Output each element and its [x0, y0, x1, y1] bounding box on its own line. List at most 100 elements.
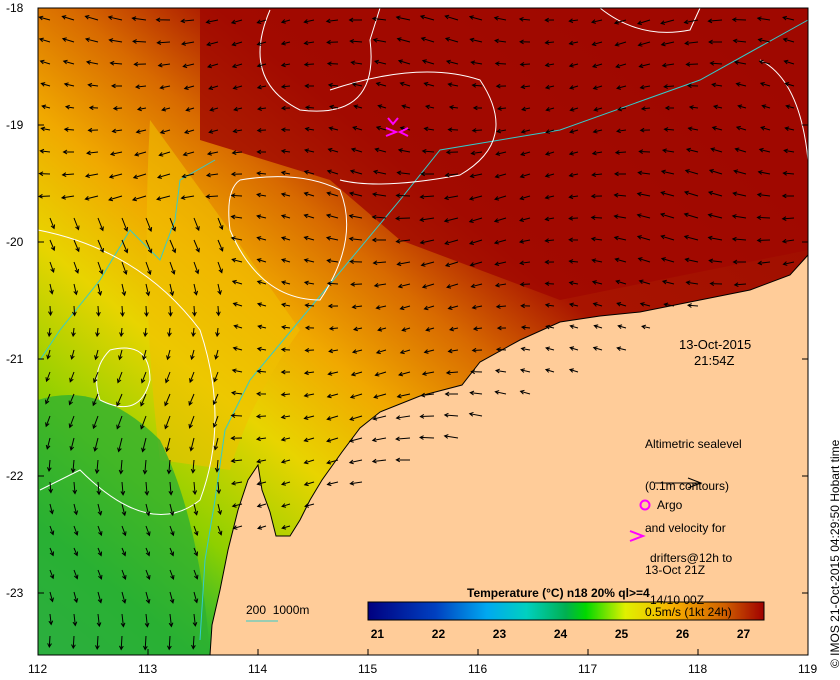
velocity-arrow [232, 525, 243, 530]
velocity-arrow [49, 217, 56, 230]
velocity-arrow [395, 15, 411, 21]
velocity-arrow [303, 481, 315, 487]
velocity-arrow [280, 481, 291, 486]
velocity-arrow [443, 195, 459, 201]
velocity-arrow [641, 324, 651, 330]
velocity-arrow [371, 16, 387, 22]
velocity-arrow [349, 393, 363, 399]
velocity-arrow [109, 60, 123, 66]
velocity-arrow [592, 302, 603, 307]
velocity-arrow [84, 14, 99, 21]
velocity-arrow [145, 503, 151, 517]
velocity-arrow [639, 302, 651, 307]
velocity-arrow [419, 239, 435, 245]
velocity-arrow [711, 126, 723, 131]
velocity-arrow [373, 393, 387, 399]
velocity-arrow [737, 104, 747, 109]
velocity-arrow [256, 458, 267, 464]
velocity-arrow [593, 324, 603, 329]
velocity-arrow [757, 170, 771, 175]
velocity-arrow [304, 347, 315, 353]
velocity-arrow [395, 216, 411, 221]
velocity-arrow [121, 239, 129, 254]
velocity-arrow [372, 260, 387, 266]
velocity-arrow [209, 107, 219, 112]
velocity-arrow [519, 281, 531, 287]
y-tick-label: -18 [6, 1, 24, 15]
velocity-arrow [519, 173, 531, 179]
velocity-arrow [108, 38, 123, 43]
velocity-arrow [615, 279, 627, 285]
velocity-arrow [685, 280, 699, 286]
velocity-arrow [325, 235, 339, 241]
velocity-arrow [395, 415, 411, 420]
velocity-arrow [401, 327, 411, 332]
velocity-arrow [326, 415, 339, 421]
velocity-arrow [69, 371, 75, 383]
velocity-arrow [121, 591, 127, 604]
velocity-arrow [230, 193, 243, 198]
velocity-arrow [784, 82, 795, 87]
velocity-arrow [231, 150, 243, 155]
velocity-arrow [731, 17, 747, 23]
velocity-arrow [494, 61, 507, 66]
velocity-arrow [687, 126, 699, 132]
velocity-arrow [304, 303, 315, 308]
velocity-arrow [349, 480, 363, 486]
velocity-arrow [471, 347, 483, 353]
velocity-arrow [519, 39, 531, 45]
velocity-arrow [637, 41, 651, 47]
velocity-arrow [569, 324, 579, 329]
velocity-arrow [84, 195, 99, 201]
velocity-arrow [591, 280, 603, 285]
velocity-arrow [781, 193, 795, 199]
velocity-arrow [756, 16, 771, 21]
velocity-arrow [49, 591, 54, 603]
velocity-arrow [303, 437, 315, 443]
velocity-arrow [45, 371, 51, 383]
velocity-arrow [638, 63, 651, 69]
velocity-arrow [230, 413, 243, 418]
axes [37, 7, 809, 655]
y-tick-label: -23 [6, 586, 24, 600]
velocity-arrow [39, 148, 51, 154]
velocity-arrow [69, 437, 75, 452]
velocity-arrow [94, 459, 100, 475]
velocity-arrow [732, 259, 747, 265]
velocity-arrow [159, 129, 171, 135]
velocity-arrow [181, 41, 195, 46]
velocity-arrow [519, 389, 531, 395]
velocity-arrow [494, 390, 507, 395]
isobath-1000m [39, 159, 216, 361]
velocity-arrow [686, 83, 699, 89]
velocity-arrow [349, 169, 363, 175]
velocity-arrow [119, 327, 124, 338]
velocity-arrow [350, 371, 363, 377]
velocity-arrow [544, 216, 555, 222]
velocity-arrow [109, 151, 123, 157]
velocity-arrow [45, 415, 51, 428]
velocity-arrow [208, 85, 219, 91]
velocity-arrow [616, 346, 627, 351]
map-date: 13-Oct-2015 [679, 337, 752, 352]
velocity-arrow [280, 40, 291, 46]
velocity-arrow [660, 234, 675, 241]
velocity-arrow [88, 105, 99, 111]
velocity-arrow [349, 259, 363, 265]
velocity-arrow [168, 481, 174, 496]
velocity-arrow [636, 191, 651, 197]
velocity-arrow [303, 415, 315, 420]
velocity-arrow [470, 150, 483, 156]
velocity-arrow [663, 302, 675, 308]
colorbar-tick-label: 22 [431, 627, 446, 641]
velocity-arrow [470, 283, 483, 289]
x-tick-label: 115 [358, 662, 378, 676]
x-tick-label: 117 [578, 662, 598, 676]
velocity-arrow [256, 84, 267, 90]
velocity-arrow [396, 37, 411, 43]
velocity-arrow [169, 547, 175, 557]
velocity-arrow [73, 547, 79, 557]
velocity-arrow [184, 129, 195, 135]
velocity-arrow [256, 369, 267, 374]
drifter-marker [385, 117, 409, 137]
